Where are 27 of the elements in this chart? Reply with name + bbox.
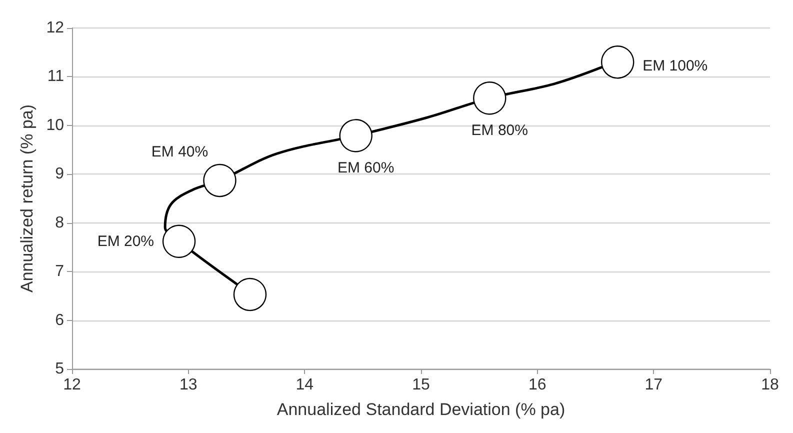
y-tick-label: 10: [46, 116, 64, 134]
x-tick-label: 18: [761, 376, 779, 394]
point: [601, 46, 634, 79]
x-axis-title: Annualized Standard Deviation (% pa): [276, 400, 566, 419]
y-tick-label: 9: [55, 166, 64, 183]
y-tick-label: 6: [55, 312, 64, 329]
y-tick-label: 5: [55, 360, 64, 378]
y-tick-label: 12: [46, 20, 64, 36]
y-tick-label: 8: [55, 214, 64, 232]
x-tick-label: 17: [644, 376, 663, 394]
point: [233, 278, 267, 312]
x-tick-label: 15: [412, 376, 430, 394]
annotation: EM 20%: [97, 232, 154, 250]
point: [339, 119, 372, 152]
y-axis-title: Annualized return (% pa): [17, 104, 36, 293]
annotation: EM 60%: [338, 160, 394, 177]
x-tick-label: 13: [179, 376, 198, 394]
point: [203, 164, 236, 198]
annotation: EM 100%: [642, 58, 708, 75]
y-tick-label: 7: [55, 263, 64, 280]
y-tick-label: 11: [47, 68, 64, 86]
x-tick-label: 14: [296, 376, 314, 394]
x-tick-label: 16: [528, 376, 546, 394]
annotation: EM 80%: [471, 122, 528, 140]
point: [473, 82, 506, 115]
annotation: EM 40%: [151, 143, 208, 160]
point: [162, 224, 196, 258]
